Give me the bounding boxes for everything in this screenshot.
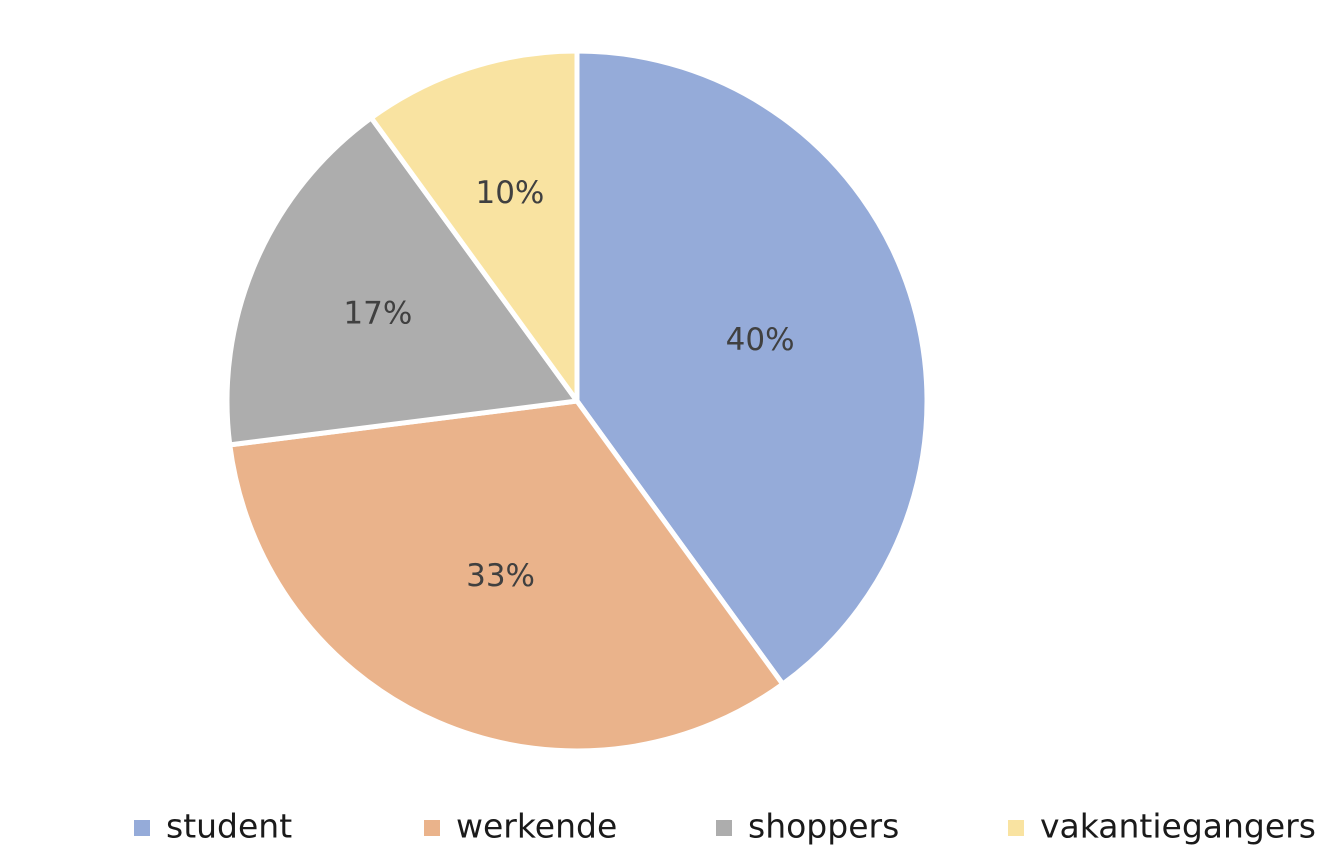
legend-item-werkende: werkende [424,807,617,846]
data-label-student: 40% [726,322,795,358]
legend-label-vakantiegangers: vakantiegangers [1040,807,1316,846]
data-label-vakantiegangers: 10% [475,175,544,211]
legend-label-student: student [166,807,292,846]
legend-item-student: student [134,807,292,846]
pie-slice-shoppers [224,115,580,448]
legend-item-vakantiegangers: vakantiegangers [1008,807,1316,846]
pie-slice-vakantiegangers [368,48,580,404]
legend-label-shoppers: shoppers [748,807,899,846]
pie-data-labels: 40% 33% 17% 10% [343,175,794,594]
legend-swatch-student [134,820,150,836]
legend-label-werkende: werkende [456,807,617,846]
pie-slice-werkende [227,398,786,754]
pie-slice-student [574,48,930,687]
legend-swatch-vakantiegangers [1008,820,1024,836]
data-label-shoppers: 17% [343,295,412,331]
legend-swatch-shoppers [716,820,732,836]
legend: student werkende shoppers vakantiegangers [134,807,1316,846]
pie-slices [224,48,930,754]
data-label-werkende: 33% [466,558,535,594]
legend-swatch-werkende [424,820,440,836]
legend-item-shoppers: shoppers [716,807,899,846]
